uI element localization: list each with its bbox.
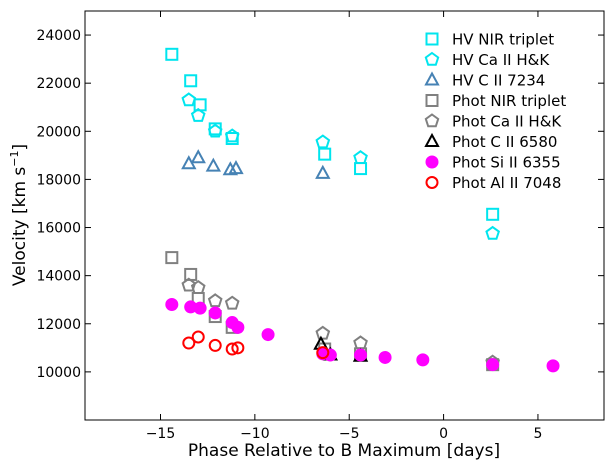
legend: HV NIR triplet HV Ca II H&K HV C II 7234 Ph… xyxy=(424,31,566,192)
x-axis-ticks: −15 −10 −5 0 5 xyxy=(146,11,542,442)
data-point xyxy=(231,320,245,334)
data-point xyxy=(181,277,197,292)
data-point xyxy=(224,295,240,310)
legend-label: Phot Si II 6355 xyxy=(452,154,561,172)
data-point xyxy=(486,207,500,221)
y-tick-label: 10000 xyxy=(36,365,81,381)
data-point xyxy=(224,128,240,143)
x-axis-label: Phase Relative to B Maximum [days] xyxy=(188,441,500,461)
data-point xyxy=(184,267,198,281)
y-tick-label: 16000 xyxy=(36,221,81,237)
data-point xyxy=(315,164,331,179)
legend-item-phot-al-ii-7048: Phot Al II 7048 xyxy=(425,174,561,192)
legend-item-hv-nir-triplet: HV NIR triplet xyxy=(425,31,554,49)
data-point xyxy=(354,348,368,362)
legend-marker xyxy=(425,176,439,189)
legend-label: HV C II 7234 xyxy=(452,72,545,90)
data-point xyxy=(190,279,206,294)
plot-frame xyxy=(84,10,605,421)
data-point xyxy=(315,325,331,340)
data-point xyxy=(353,150,368,165)
x-tick-label: −15 xyxy=(146,426,176,442)
legend-item-phot-ca-ii-h-k: Phot Ca II H&K xyxy=(424,113,562,131)
legend-item-hv-ca-ii-h-k: HV Ca II H&K xyxy=(424,51,550,69)
data-point xyxy=(225,342,239,356)
data-point xyxy=(207,123,223,138)
data-point xyxy=(207,293,223,308)
legend-label: Phot Al II 7048 xyxy=(452,174,561,192)
data-point xyxy=(228,159,244,175)
legend-label: HV Ca II H&K xyxy=(452,51,550,69)
legend-item-phot-si-ii-6355: Phot Si II 6355 xyxy=(425,154,561,172)
data-point xyxy=(208,306,222,320)
data-point xyxy=(165,47,179,61)
legend-marker xyxy=(424,132,440,147)
y-axis-ticks: 10000 12000 14000 16000 18000 20000 22000 24000 xyxy=(36,28,604,381)
legend-label: Phot NIR triplet xyxy=(452,92,566,110)
data-series xyxy=(165,47,560,373)
legend-marker xyxy=(424,113,440,128)
data-point xyxy=(191,330,205,344)
legend-marker xyxy=(425,155,439,169)
series-phot-al-ii-7048 xyxy=(182,330,330,360)
legend-marker xyxy=(424,71,440,86)
data-point xyxy=(485,225,501,240)
data-point xyxy=(193,301,207,315)
data-point xyxy=(181,92,197,107)
y-axis-label-exponent: −1 xyxy=(8,151,21,167)
legend-marker xyxy=(425,32,439,46)
x-tick-label: 5 xyxy=(533,426,542,442)
x-tick-label: −5 xyxy=(339,426,360,442)
x-tick-label: −10 xyxy=(240,426,270,442)
data-point xyxy=(193,98,207,112)
series-phot-ca-ii-h-k xyxy=(181,277,501,369)
series-hv-ca-ii-h-k xyxy=(181,92,501,240)
data-point xyxy=(316,346,330,360)
data-point xyxy=(323,348,337,362)
y-axis-label-close: ] xyxy=(10,144,30,151)
y-tick-label: 12000 xyxy=(36,317,81,333)
data-point xyxy=(231,341,245,355)
y-axis-label: Velocity [km s−1] xyxy=(8,144,30,286)
y-tick-label: 24000 xyxy=(36,28,81,44)
legend-marker xyxy=(425,94,439,107)
y-tick-label: 14000 xyxy=(36,269,81,285)
data-point xyxy=(182,336,196,350)
legend-label: HV NIR triplet xyxy=(452,31,554,49)
data-point xyxy=(208,338,222,352)
data-point xyxy=(184,74,198,88)
legend-item-hv-c-ii-7234: HV C II 7234 xyxy=(424,71,545,90)
legend-item-phot-c-ii-6580: Phot C II 6580 xyxy=(424,132,557,151)
data-point xyxy=(190,149,206,164)
legend-marker xyxy=(424,51,440,66)
series-hv-c-ii-7234 xyxy=(181,149,331,179)
data-point xyxy=(165,298,179,312)
legend-label: Phot Ca II H&K xyxy=(452,113,562,131)
legend-item-phot-nir-triplet: Phot NIR triplet xyxy=(425,92,566,110)
data-point xyxy=(378,350,392,364)
data-point xyxy=(190,107,206,122)
x-tick-label: 0 xyxy=(439,426,448,442)
data-point xyxy=(261,328,275,342)
data-point xyxy=(354,162,368,176)
data-point xyxy=(353,335,368,350)
data-point xyxy=(205,157,222,172)
series-hv-nir-triplet xyxy=(165,47,500,221)
legend-label: Phot C II 6580 xyxy=(452,133,557,151)
data-point xyxy=(315,134,331,149)
data-point xyxy=(165,251,179,265)
series-phot-si-ii-6355 xyxy=(165,298,560,373)
y-axis-label-main: Velocity [km s xyxy=(10,167,30,287)
y-tick-label: 22000 xyxy=(36,76,81,92)
data-point xyxy=(416,353,430,367)
data-point xyxy=(546,359,560,373)
y-tick-label: 18000 xyxy=(36,172,81,188)
y-tick-label: 20000 xyxy=(36,124,81,140)
data-point xyxy=(318,147,332,161)
data-point xyxy=(486,358,500,372)
